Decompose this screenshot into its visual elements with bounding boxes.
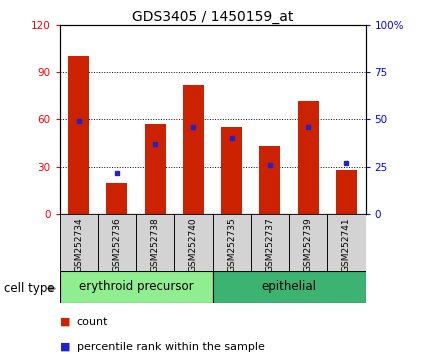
FancyBboxPatch shape — [212, 214, 251, 271]
FancyBboxPatch shape — [60, 214, 98, 271]
FancyBboxPatch shape — [212, 271, 366, 303]
Bar — [183, 85, 204, 214]
Bar — [68, 56, 89, 214]
Text: GSM252736: GSM252736 — [112, 217, 122, 272]
Text: count: count — [76, 317, 108, 327]
Text: erythroid precursor: erythroid precursor — [79, 280, 193, 293]
Bar — [259, 146, 280, 214]
FancyBboxPatch shape — [98, 214, 136, 271]
Text: GSM252735: GSM252735 — [227, 217, 236, 272]
Text: GSM252741: GSM252741 — [342, 217, 351, 272]
Bar — [106, 183, 128, 214]
FancyBboxPatch shape — [289, 214, 327, 271]
Bar — [221, 127, 242, 214]
Bar — [336, 170, 357, 214]
FancyBboxPatch shape — [327, 214, 366, 271]
Text: ■: ■ — [60, 317, 70, 327]
FancyBboxPatch shape — [136, 214, 174, 271]
Text: GSM252737: GSM252737 — [265, 217, 275, 272]
Text: ■: ■ — [60, 342, 70, 352]
Text: GSM252740: GSM252740 — [189, 217, 198, 272]
Text: cell type: cell type — [4, 282, 55, 295]
FancyBboxPatch shape — [174, 214, 212, 271]
FancyBboxPatch shape — [251, 214, 289, 271]
Text: epithelial: epithelial — [261, 280, 317, 293]
Text: GSM252738: GSM252738 — [150, 217, 160, 272]
Text: percentile rank within the sample: percentile rank within the sample — [76, 342, 264, 352]
Bar — [298, 101, 319, 214]
Title: GDS3405 / 1450159_at: GDS3405 / 1450159_at — [132, 10, 293, 24]
Text: GSM252734: GSM252734 — [74, 217, 83, 272]
FancyBboxPatch shape — [60, 271, 212, 303]
Bar — [144, 124, 166, 214]
Text: GSM252739: GSM252739 — [303, 217, 313, 272]
